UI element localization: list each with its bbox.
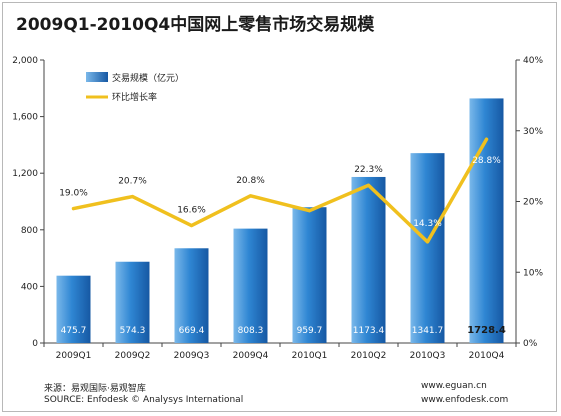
growth-value-label: 20.8% [236,176,265,186]
growth-value-label: 20.7% [118,177,147,187]
x-tick-label: 2010Q4 [469,351,505,361]
bar-value-label: 574.3 [120,326,146,336]
growth-point [249,194,252,198]
y-left-tick-label: 1,600 [12,113,38,123]
x-tick-label: 2009Q2 [115,351,151,361]
x-tick-label: 2009Q3 [174,351,210,361]
x-tick-label: 2010Q3 [410,351,446,361]
y-left-tick-label: 800 [21,226,38,236]
legend-bar-swatch [86,72,108,82]
y-left-tick-label: 1,200 [12,169,38,179]
growth-point [190,224,193,228]
bar-value-label: 1341.7 [412,326,444,336]
x-tick-label: 2010Q1 [292,351,328,361]
growth-point [367,183,370,187]
x-tick-label: 2009Q1 [56,351,92,361]
bar-value-label: 959.7 [297,326,323,336]
bar [56,275,91,343]
y-left-tick-label: 400 [21,282,38,292]
bar [351,176,386,343]
source-cn: 来源：易观国际·易观智库 [44,384,146,394]
chart-title: 2009Q1-2010Q4中国网上零售市场交易规模 [16,15,375,35]
growth-point [72,207,75,211]
site-enfodesk: www.enfodesk.com [421,395,509,405]
growth-point [485,137,488,141]
data-labels: 475.7 574.3 669.4 808.3 959.7 1173.4 1341.7 172… [59,156,506,336]
site-eguan: www.eguan.cn [421,381,487,391]
bar [174,248,209,343]
legend: 交易规模（亿元） 环比增长率 [86,72,184,103]
growth-value-label: 18.7% [295,191,324,201]
y-right-tick-label: 20% [523,198,543,208]
legend-bar-label: 交易规模（亿元） [112,72,184,84]
legend-line-label: 环比增长率 [112,91,157,103]
bar-value-label: 475.7 [61,326,87,336]
x-tick-label: 2009Q4 [233,351,269,361]
bars [56,98,504,343]
y-left-tick-label: 2,000 [12,56,38,66]
bar-value-label: 1728.4 [467,325,506,336]
axes: 0 400 800 1,200 1,600 2,000 0% 10% 20% 30% 40% 2009… [12,56,543,361]
y-right-tick-label: 40% [523,56,543,66]
source-en: SOURCE: Enfodesk © Analysys Internationa… [44,395,244,405]
growth-value-label: 14.3% [413,219,442,229]
y-right-tick-label: 0% [523,339,538,349]
y-left-tick-label: 0 [32,339,38,349]
growth-point [426,240,429,244]
growth-value-label: 22.3% [354,165,383,175]
bar [115,261,150,343]
growth-value-label: 19.0% [59,189,88,199]
growth-point [131,195,134,199]
bar-value-label: 1173.4 [353,326,385,336]
bar-value-label: 808.3 [238,326,264,336]
bar [233,228,268,343]
bar [410,153,445,343]
growth-value-label: 28.8% [472,156,501,166]
growth-point [308,209,311,213]
bar [469,98,504,343]
y-right-tick-label: 10% [523,268,543,278]
growth-value-label: 16.6% [177,206,206,216]
growth-line-path [71,137,489,244]
bar-value-label: 669.4 [179,326,205,336]
growth-line [71,137,489,244]
y-right-tick-label: 30% [523,127,543,137]
x-tick-label: 2010Q2 [351,351,387,361]
bar [292,207,327,343]
